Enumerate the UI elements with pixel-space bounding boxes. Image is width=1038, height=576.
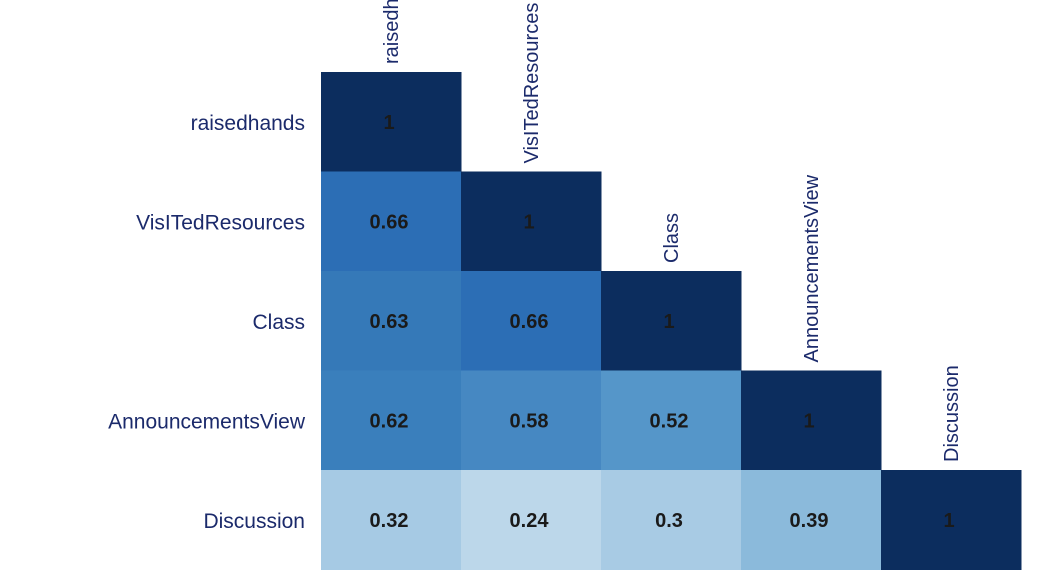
cell-value-label: 0.62 <box>370 410 409 432</box>
row-label-VisITedResources: VisITedResources <box>136 211 305 234</box>
heatmap-cell-Class-Class <box>601 271 742 371</box>
heatmap-cell-Discussion-AnnouncementsView <box>741 470 882 570</box>
heatmap-cell-raisedhands-raisedhands <box>321 72 462 172</box>
cell-value-label: 0.3 <box>655 510 683 532</box>
heatmap-cell-Class-raisedhands <box>321 271 462 371</box>
cell-value-label: 1 <box>803 410 814 432</box>
cell-value-label: 0.32 <box>370 510 409 532</box>
heatmap-cell-Discussion-raisedhands <box>321 470 462 570</box>
row-label-raisedhands: raisedhands <box>191 112 305 135</box>
row-label-Discussion: Discussion <box>203 510 305 533</box>
heatmap-cell-Class-VisITedResources <box>461 271 602 371</box>
cell-value-label: 0.58 <box>510 410 549 432</box>
heatmap-cell-AnnouncementsView-VisITedResources <box>461 370 602 471</box>
heatmap-cell-Discussion-Discussion <box>881 470 1022 570</box>
cell-value-label: 0.24 <box>510 510 550 532</box>
heatmap-cell-Discussion-Class <box>601 470 742 570</box>
heatmap-cell-VisITedResources-raisedhands <box>321 171 462 272</box>
cells-layer: 1 0.66 1 0.63 0.66 1 0.62 0.58 0.52 1 0.32 0.24 0.3 0… <box>321 72 1022 570</box>
cell-value-label: 0.52 <box>650 410 689 432</box>
col-labels-layer: raisedhands VisITedResources Class Announce… <box>381 0 963 462</box>
col-label-Discussion: Discussion <box>941 365 963 462</box>
cell-value-label: 0.66 <box>510 311 549 333</box>
col-label-raisedhands: raisedhands <box>381 0 403 64</box>
row-labels-layer: raisedhands VisITedResources Class Announce… <box>108 112 306 533</box>
row-label-AnnouncementsView: AnnouncementsView <box>108 410 306 433</box>
col-label-Class: Class <box>661 213 683 263</box>
heatmap-cell-VisITedResources-VisITedResources <box>461 171 602 272</box>
heatmap-cell-AnnouncementsView-raisedhands <box>321 370 462 471</box>
cell-value-label: 1 <box>943 510 954 532</box>
cell-value-label: 0.66 <box>370 211 409 233</box>
cell-value-label: 1 <box>523 211 534 233</box>
cell-value-label: 0.63 <box>370 311 409 333</box>
cell-value-label: 0.39 <box>790 510 829 532</box>
row-label-Class: Class <box>252 311 305 334</box>
heatmap-cell-Discussion-VisITedResources <box>461 470 602 570</box>
heatmap-cell-AnnouncementsView-Class <box>601 370 742 471</box>
heatmap-cell-AnnouncementsView-AnnouncementsView <box>741 370 882 471</box>
col-label-AnnouncementsView: AnnouncementsView <box>801 174 823 362</box>
cell-value-label: 1 <box>383 112 394 134</box>
cell-value-label: 1 <box>663 311 674 333</box>
col-label-VisITedResources: VisITedResources <box>521 3 543 164</box>
